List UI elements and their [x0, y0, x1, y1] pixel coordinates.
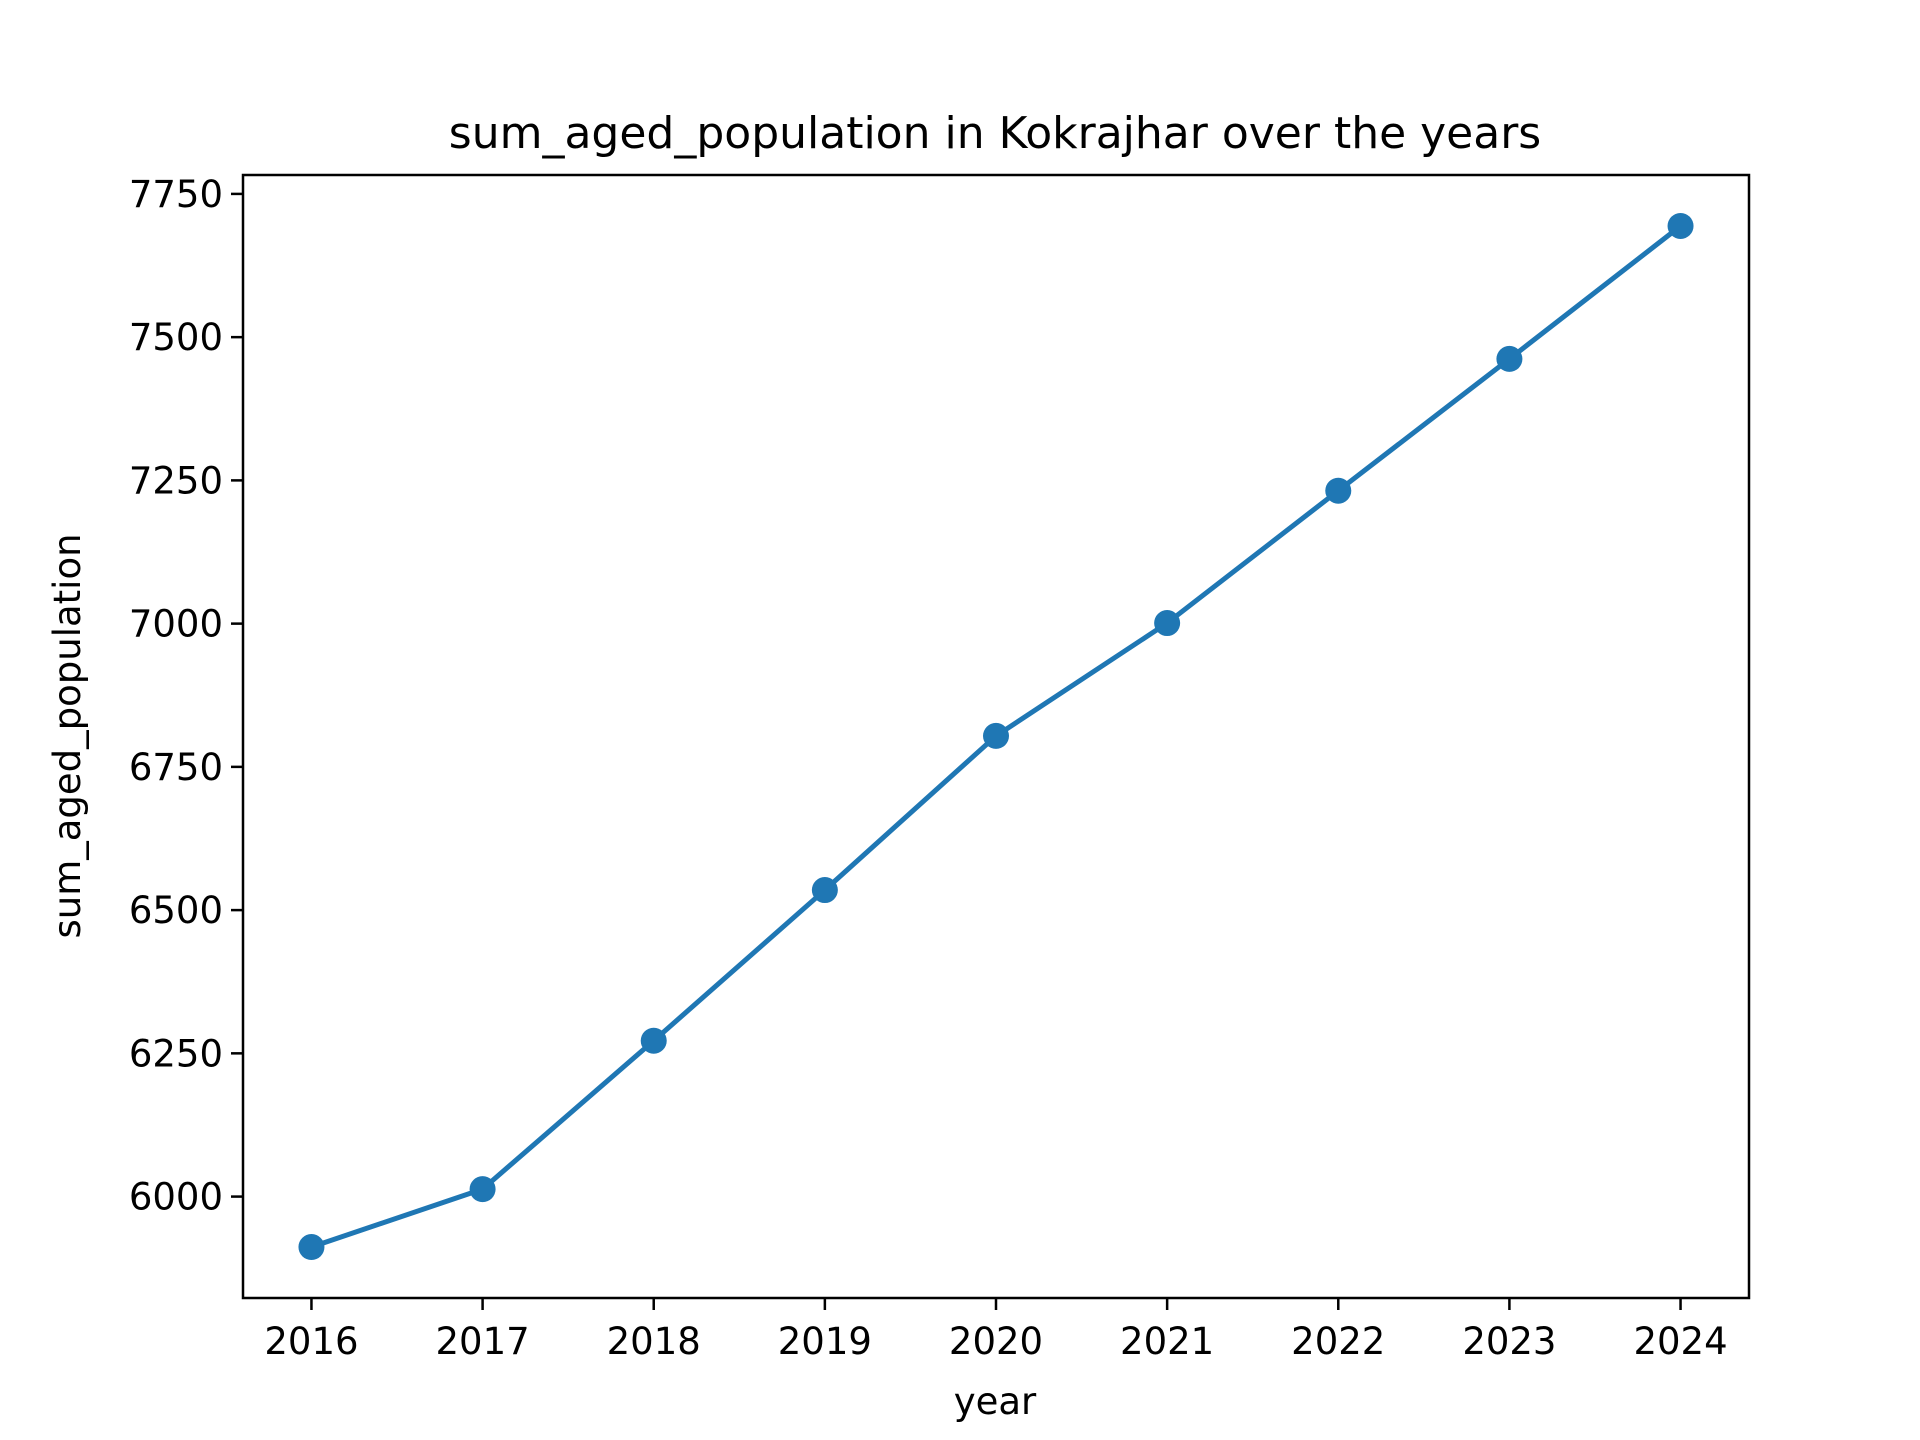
data-point-2016	[298, 1234, 325, 1261]
x-tick-label: 2017	[436, 1320, 530, 1363]
x-tick-label: 2022	[1291, 1320, 1385, 1363]
data-point-2017	[469, 1176, 496, 1203]
x-axis-label: year	[954, 1380, 1037, 1423]
y-tick-label: 7250	[129, 459, 223, 502]
y-axis: 6000 6250 6500 6750 7000 7250 7500 7750	[129, 173, 243, 1219]
y-tick-label: 7000	[129, 603, 223, 646]
chart-title: sum_aged_population in Kokrajhar over th…	[449, 108, 1541, 159]
y-tick-label: 6000	[129, 1176, 223, 1219]
y-tick-label: 7750	[129, 173, 223, 216]
y-tick-label: 6250	[129, 1032, 223, 1075]
data-point-2019	[811, 877, 838, 904]
x-tick-label: 2023	[1462, 1320, 1556, 1363]
x-tick-label: 2018	[607, 1320, 701, 1363]
x-tick-label: 2019	[778, 1320, 872, 1363]
data-point-2018	[640, 1027, 667, 1054]
x-tick-label: 2020	[949, 1320, 1043, 1363]
data-point-2023	[1496, 345, 1523, 372]
x-tick-label: 2021	[1120, 1320, 1214, 1363]
plot-area	[241, 173, 1751, 1300]
data-point-2020	[983, 722, 1009, 749]
data-point-2022	[1325, 477, 1352, 504]
series-layer	[298, 212, 1694, 1261]
y-tick-label: 7500	[129, 316, 223, 359]
x-axis: 2016 2017 2018 2019 2020 2021 2022 2023 2024	[264, 1298, 1728, 1363]
data-point-2024	[1667, 212, 1694, 239]
x-tick-label: 2024	[1633, 1320, 1727, 1363]
x-tick-label: 2016	[264, 1320, 358, 1363]
y-axis-label: sum_aged_population	[46, 533, 89, 938]
data-point-2021	[1154, 610, 1181, 637]
y-tick-label: 6750	[129, 746, 223, 789]
y-tick-label: 6500	[129, 889, 223, 932]
